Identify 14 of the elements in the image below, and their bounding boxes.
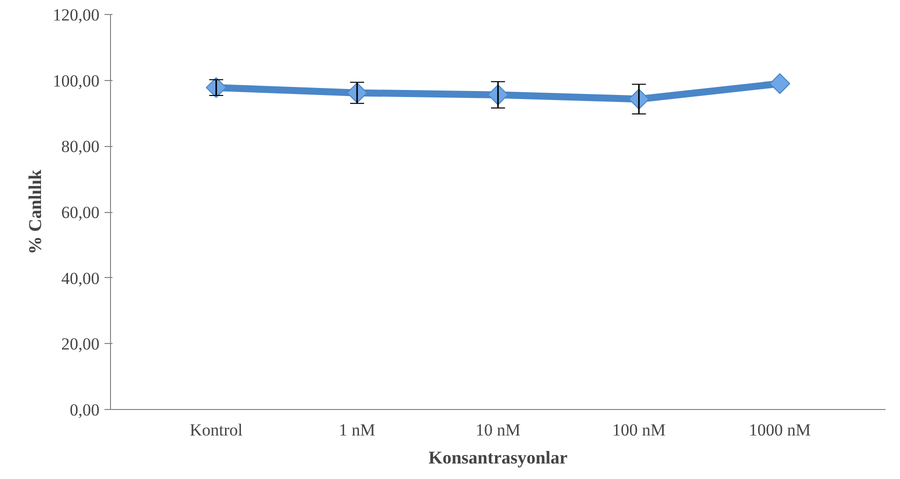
x-tick-label: 100 nM (612, 420, 666, 440)
y-tick-label: 20,00 (61, 334, 100, 354)
x-tick-label: 10 nM (476, 420, 520, 440)
x-tick-label: Kontrol (190, 420, 243, 440)
y-tick-label: 100,00 (52, 71, 100, 90)
y-tick-label: 80,00 (61, 137, 100, 156)
x-axis-title: Konsantrasyonlar (428, 448, 568, 468)
y-tick-label: 0,00 (70, 400, 100, 420)
y-axis-title: % Canlılık (24, 170, 45, 254)
y-tick-label: 60,00 (61, 203, 100, 222)
y-tick-label: 40,00 (61, 268, 100, 288)
x-tick-label: 1 nM (338, 420, 376, 440)
y-tick-label: 120,00 (52, 6, 100, 24)
x-tick-label: 1000 nM (748, 420, 811, 440)
